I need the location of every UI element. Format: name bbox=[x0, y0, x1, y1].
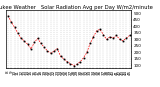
Title: Milwaukee Weather   Solar Radiation Avg per Day W/m2/minute: Milwaukee Weather Solar Radiation Avg pe… bbox=[0, 5, 153, 10]
